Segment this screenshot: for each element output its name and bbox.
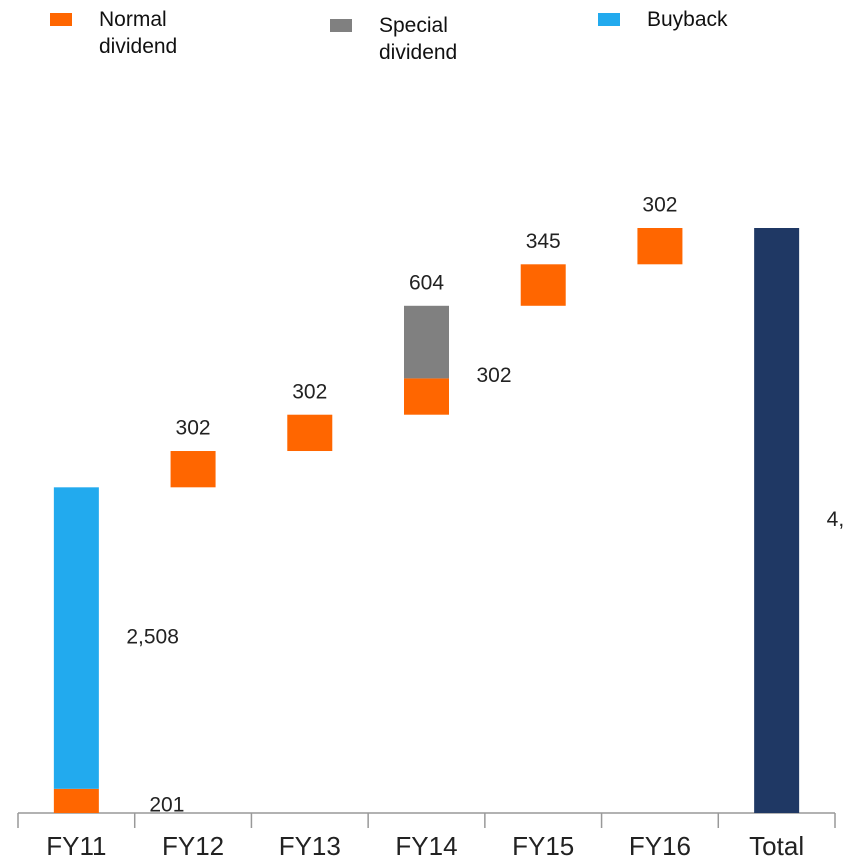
x-tick-label: FY15 [512,831,574,861]
bar-segment [287,414,333,452]
data-label: 302 [176,417,211,440]
legend-swatch [330,19,352,32]
data-label: 302 [292,380,327,403]
x-tick-label: FY12 [162,831,224,861]
bar-segment [53,788,99,813]
x-tick-label: FY16 [629,831,691,861]
data-label: 4,866 [827,508,843,531]
bar-segment [637,228,683,265]
data-label: 302 [477,364,512,387]
legend-label: Buyback [647,8,728,31]
data-label: 302 [642,194,677,217]
data-label: 2,508 [126,626,179,649]
data-label: 345 [526,230,561,253]
x-tick-label: FY13 [279,831,341,861]
x-tick-label: Total [749,831,804,861]
bar-segment [404,305,449,379]
bar-segment [404,378,449,415]
x-tick-label: FY14 [395,831,457,861]
legend-label: Special dividend [379,14,458,64]
bar-segment [520,264,566,306]
bar-segment [754,228,800,813]
legend-item: Buyback [598,6,757,33]
legend-item: Normal dividend [50,6,209,60]
legend-item: Special dividend [330,12,489,66]
data-label: 201 [149,793,184,816]
legend-swatch [598,13,620,26]
x-tick-label: FY11 [46,831,106,861]
legend-swatch [50,13,72,26]
legend: Normal dividend Special dividend Buyback [0,0,843,80]
bar-segment [53,487,99,789]
legend-label: Normal dividend [99,8,178,58]
data-label: 604 [409,271,444,294]
bar-segment [170,451,216,488]
